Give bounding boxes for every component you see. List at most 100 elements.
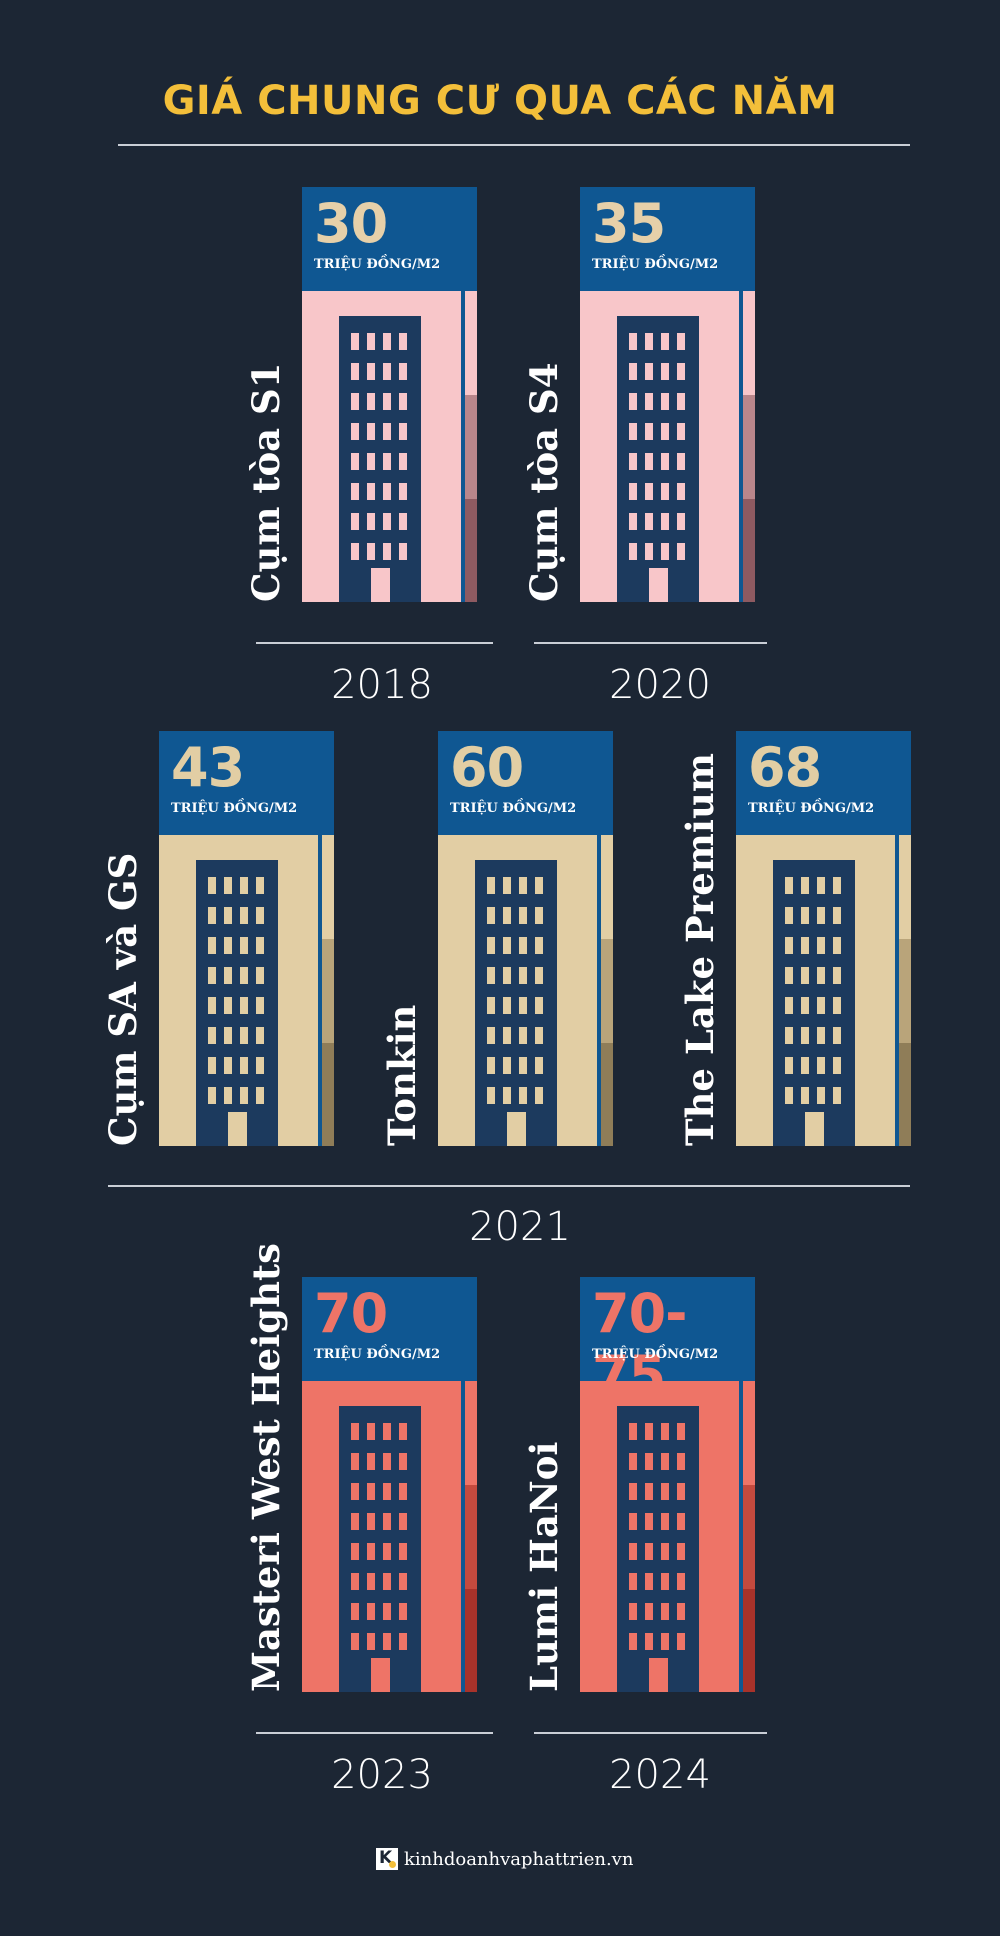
window: [383, 513, 391, 530]
window: [383, 1603, 391, 1620]
window: [801, 997, 809, 1014]
window: [487, 1027, 495, 1044]
window: [677, 1423, 685, 1440]
window: [399, 1483, 407, 1500]
window: [801, 937, 809, 954]
window: [645, 393, 653, 410]
window: [208, 997, 216, 1014]
window: [256, 937, 264, 954]
price-value: 60: [450, 736, 524, 799]
building-side-segment: [743, 395, 755, 499]
window: [367, 1513, 375, 1530]
window: [208, 1057, 216, 1074]
window: [351, 1543, 359, 1560]
window: [645, 1573, 653, 1590]
building-side-segment: [465, 1381, 477, 1485]
window: [833, 997, 841, 1014]
window: [817, 1027, 825, 1044]
window: [383, 483, 391, 500]
window: [351, 333, 359, 350]
window: [661, 1423, 669, 1440]
window: [399, 393, 407, 410]
window: [351, 513, 359, 530]
window: [801, 907, 809, 924]
window: [645, 1543, 653, 1560]
window: [645, 423, 653, 440]
window: [661, 423, 669, 440]
window: [661, 363, 669, 380]
price-banner: 35 TRIỆU ĐỒNG/M2: [580, 187, 755, 291]
window: [399, 333, 407, 350]
window: [399, 1513, 407, 1530]
window: [801, 967, 809, 984]
window: [351, 1423, 359, 1440]
tower-body: [475, 860, 557, 1146]
window: [399, 423, 407, 440]
window: [240, 1087, 248, 1104]
window: [677, 513, 685, 530]
window: [661, 1603, 669, 1620]
window: [629, 453, 637, 470]
window: [801, 877, 809, 894]
door: [371, 1658, 390, 1692]
window: [629, 1513, 637, 1530]
window: [817, 1057, 825, 1074]
building-edge: [739, 291, 743, 602]
building-side-segment: [743, 291, 755, 395]
window: [503, 907, 511, 924]
window: [645, 483, 653, 500]
window: [785, 967, 793, 984]
window: [629, 363, 637, 380]
year-label: 2023: [331, 1752, 433, 1798]
building-side-segment: [601, 939, 613, 1043]
window: [801, 1027, 809, 1044]
window: [487, 967, 495, 984]
building-side-segment: [899, 939, 911, 1043]
window: [351, 1453, 359, 1470]
building-side-segment: [743, 1381, 755, 1485]
window: [833, 1057, 841, 1074]
building-edge: [318, 835, 322, 1146]
window: [833, 937, 841, 954]
window: [629, 423, 637, 440]
window: [535, 1087, 543, 1104]
window: [503, 937, 511, 954]
window: [383, 1453, 391, 1470]
window: [661, 483, 669, 500]
window: [785, 1087, 793, 1104]
building-bar: 68 TRIỆU ĐỒNG/M2: [736, 731, 911, 1146]
window: [661, 453, 669, 470]
window: [677, 1483, 685, 1500]
window: [208, 877, 216, 894]
window: [367, 393, 375, 410]
window: [256, 1087, 264, 1104]
window: [224, 1087, 232, 1104]
year-divider: [108, 1185, 910, 1187]
price-unit: TRIỆU ĐỒNG/M2: [450, 801, 577, 816]
footer: K kinhdoanhvaphattrien.vn: [376, 1846, 633, 1872]
year-label: 2024: [609, 1752, 711, 1798]
building-side-segment: [899, 835, 911, 939]
price-banner: 70-75 TRIỆU ĐỒNG/M2: [580, 1277, 755, 1407]
window: [629, 1453, 637, 1470]
window: [645, 1513, 653, 1530]
window: [661, 513, 669, 530]
site-name[interactable]: kinhdoanhvaphattrien.vn: [404, 1848, 634, 1870]
window: [399, 1603, 407, 1620]
year-label: 2018: [331, 662, 433, 708]
window: [399, 1543, 407, 1560]
building-name-text: Cụm tòa S4: [522, 362, 566, 602]
window: [645, 1423, 653, 1440]
building-side-segment: [743, 499, 755, 602]
window: [383, 393, 391, 410]
price-unit: TRIỆU ĐỒNG/M2: [592, 257, 719, 272]
window: [519, 1027, 527, 1044]
window: [351, 363, 359, 380]
building-name-text: Cụm SA và GS: [101, 852, 145, 1146]
tower-body: [617, 316, 699, 602]
door: [371, 568, 390, 602]
window: [801, 1057, 809, 1074]
price-unit: TRIỆU ĐỒNG/M2: [171, 801, 298, 816]
window: [629, 513, 637, 530]
year-divider: [256, 1732, 493, 1734]
